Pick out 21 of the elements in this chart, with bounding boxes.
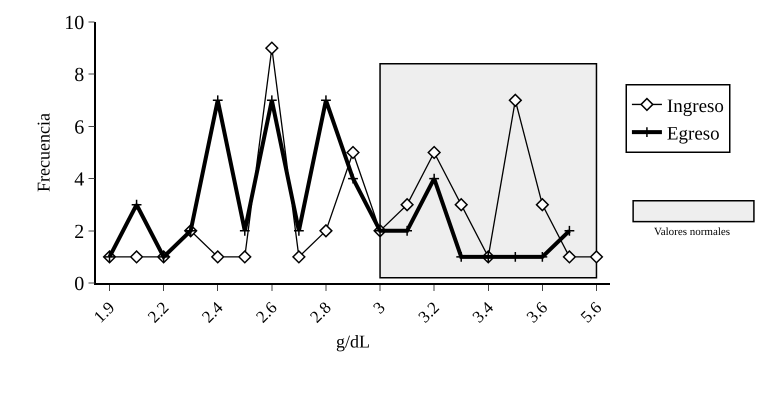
- x-axis-title: g/dL: [336, 332, 370, 352]
- x-tick-label: 2.6: [252, 298, 281, 327]
- x-tick-label: 3.4: [468, 298, 498, 327]
- x-tick-label: 1.9: [90, 298, 118, 327]
- x-tick-label: 3.6: [522, 298, 552, 327]
- x-tick-label: 2.8: [306, 298, 335, 327]
- x-tick-label: 3.2: [414, 298, 443, 327]
- x-tick-label: 2.4: [198, 298, 227, 327]
- y-tick-label: 8: [74, 64, 84, 86]
- y-tick-label: 2: [74, 220, 84, 243]
- y-tick-label: 4: [74, 168, 84, 191]
- legend-label: Ingreso: [666, 96, 724, 117]
- x-tick-label: 5.6: [576, 298, 606, 327]
- y-tick-label: 10: [64, 12, 84, 34]
- text: Valores normales: [654, 226, 730, 238]
- x-tick-label: 2.2: [144, 298, 172, 327]
- y-axis-title: Frecuencia: [34, 113, 54, 192]
- y-tick-label: 0: [74, 273, 84, 295]
- legend-label: Egreso: [666, 124, 720, 145]
- y-tick-label: 6: [74, 116, 84, 138]
- x-tick-label: 3: [369, 298, 389, 318]
